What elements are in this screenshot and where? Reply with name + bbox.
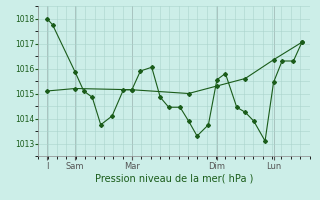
X-axis label: Pression niveau de la mer( hPa ): Pression niveau de la mer( hPa ) bbox=[95, 173, 253, 183]
